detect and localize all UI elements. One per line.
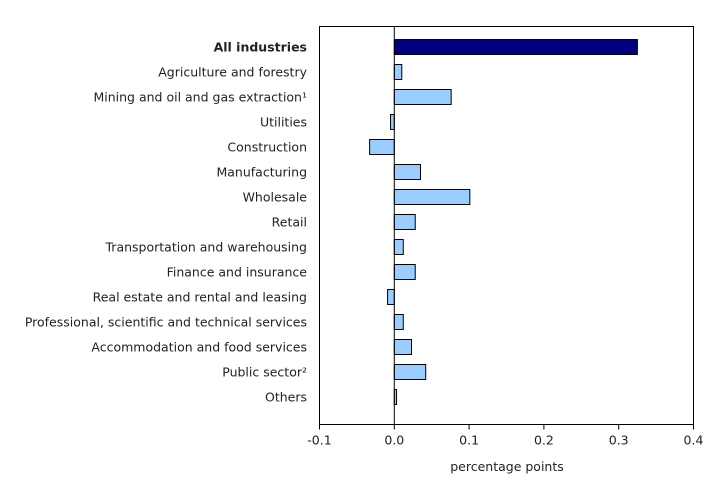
x-tick-label: 0.3 xyxy=(609,433,629,448)
bar-retail xyxy=(393,214,416,230)
bar-utilities xyxy=(390,114,395,130)
category-label-utilities: Utilities xyxy=(260,115,307,130)
category-label-real-estate-and-rental-and-leasing: Real estate and rental and leasing xyxy=(93,290,307,305)
category-label-construction: Construction xyxy=(227,140,307,155)
category-label-others: Others xyxy=(265,390,307,405)
bar-wholesale xyxy=(393,189,471,205)
bar-transportation-and-warehousing xyxy=(393,239,404,255)
x-tick-label: 0.1 xyxy=(459,433,479,448)
bar-manufacturing xyxy=(393,164,421,180)
bar-public-sector xyxy=(393,364,427,380)
category-label-manufacturing: Manufacturing xyxy=(216,165,307,180)
bar-all-industries xyxy=(393,39,638,55)
plot-frame xyxy=(319,26,694,425)
category-label-mining-and-oil-and-gas-extraction: Mining and oil and gas extraction¹ xyxy=(93,90,307,105)
category-label-professional-scientific-and-technical-services: Professional, scientific and technical s… xyxy=(25,315,307,330)
category-label-transportation-and-warehousing: Transportation and warehousing xyxy=(105,240,308,255)
category-label-public-sector: Public sector² xyxy=(222,365,307,380)
bar-professional-scientific-and-technical-services xyxy=(393,314,404,330)
bar-finance-and-insurance xyxy=(393,264,416,280)
bar-agriculture-and-forestry xyxy=(393,64,403,80)
bars-layer xyxy=(369,39,638,405)
category-label-accommodation-and-food-services: Accommodation and food services xyxy=(91,340,307,355)
bar-construction xyxy=(369,139,395,155)
category-label-agriculture-and-forestry: Agriculture and forestry xyxy=(158,65,307,80)
category-label-all-industries: All industries xyxy=(214,40,307,55)
x-axis-title: percentage points xyxy=(450,459,564,474)
x-tick-label: 0.0 xyxy=(384,433,404,448)
bar-accommodation-and-food-services xyxy=(393,339,412,355)
bar-real-estate-and-rental-and-leasing xyxy=(387,289,395,305)
x-tick-label: -0.1 xyxy=(307,433,331,448)
x-tick-label: 0.2 xyxy=(534,433,554,448)
category-label-finance-and-insurance: Finance and insurance xyxy=(167,265,308,280)
x-tick-label: 0.4 xyxy=(684,433,704,448)
category-labels: All industries Agriculture and forestry Mi… xyxy=(25,40,308,405)
bar-mining-and-oil-and-gas-extraction xyxy=(393,89,452,105)
category-label-retail: Retail xyxy=(272,215,307,230)
category-label-wholesale: Wholesale xyxy=(243,190,308,205)
x-axis-ticks: -0.1 0.0 0.1 0.2 0.3 0.4 xyxy=(307,424,704,448)
